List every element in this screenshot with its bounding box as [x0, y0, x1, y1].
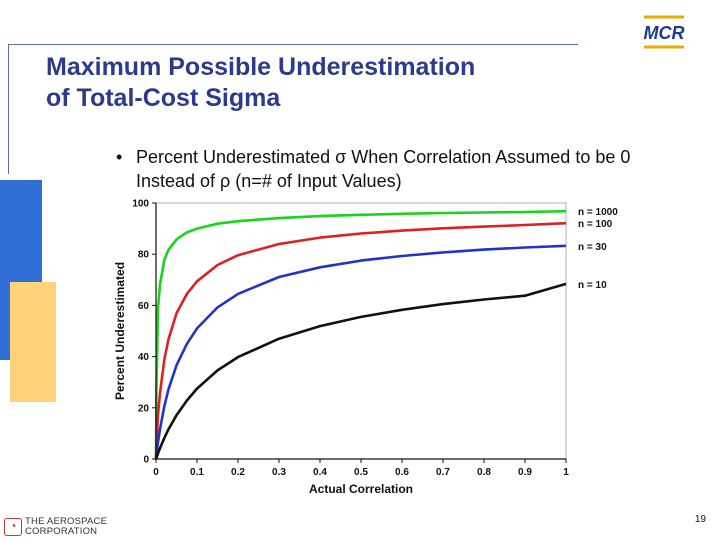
chart-axes-layer: 0 20 40 60 80 100 0 0.1 0.2 0.3 0.4 0.5 0.6 0.7 0.8 0.9… [132, 199, 569, 479]
page-number: 19 [694, 514, 706, 525]
y-tick-label-0: 0 [143, 455, 149, 466]
aerospace-logo-text: THE AEROSPACE CORPORATION [25, 517, 107, 537]
x-tick-label-8: 0.8 [477, 467, 491, 478]
x-tick-label-9: 0.9 [518, 467, 532, 478]
legend-label-0: n = 1000 [578, 207, 618, 218]
x-tick-label-1: 0.1 [190, 467, 204, 478]
y-axis-label: Percent Underestimated [113, 262, 127, 400]
series-line-1 [154, 221, 567, 460]
accent-yellow-box [10, 282, 56, 402]
x-tick-label-7: 0.7 [436, 467, 450, 478]
legend-label-2: n = 30 [578, 242, 607, 253]
x-tick-label-2: 0.2 [231, 467, 245, 478]
aerospace-logo-line2: CORPORATION [25, 526, 98, 537]
y-tick-label-2: 40 [138, 352, 150, 363]
slide-title-line1: Maximum Possible Underestimation [46, 53, 476, 81]
series-line-3 [154, 282, 567, 460]
x-tick-label-5: 0.5 [354, 467, 368, 478]
legend-label-3: n = 10 [578, 280, 607, 291]
plot-area-frame [155, 202, 567, 460]
x-tick-label-6: 0.6 [395, 467, 409, 478]
title-frame-top-rule [8, 44, 578, 45]
y-tick-label-1: 20 [138, 403, 150, 414]
chart-plot-area [155, 202, 567, 460]
mcr-logo-text: MCR [644, 23, 685, 43]
title-frame-left-rule [8, 44, 9, 174]
bullet-text: Percent Underestimated σ When Correlatio… [136, 147, 631, 191]
x-tick-label-4: 0.4 [313, 467, 327, 478]
x-tick-label-10: 1 [563, 467, 569, 478]
slide-title: Maximum Possible Underestimation of Tota… [46, 52, 475, 114]
mcr-logo: MCR [644, 15, 685, 49]
aerospace-logo: ◔ THE AEROSPACE CORPORATION [4, 516, 112, 538]
aerospace-symbol-icon: ◔ [4, 518, 22, 536]
y-tick-label-5: 100 [132, 199, 149, 210]
x-axis-label: Actual Correlation [309, 482, 413, 496]
chart-series-layer [154, 209, 567, 460]
y-tick-label-3: 60 [138, 301, 150, 312]
bullet-dot: • [116, 147, 123, 167]
series-line-0 [154, 209, 567, 460]
legend-label-1: n = 100 [578, 219, 613, 230]
series-line-2 [154, 244, 567, 460]
y-tick-label-4: 80 [138, 250, 150, 261]
x-tick-label-0: 0 [153, 467, 159, 478]
line-chart: 0 20 40 60 80 100 0 0.1 0.2 0.3 0.4 0.5 0.6 0.7 0.8 0.9… [113, 199, 618, 497]
x-tick-label-3: 0.3 [272, 467, 286, 478]
slide-title-line2: of Total-Cost Sigma [46, 84, 281, 112]
bullet-point: • Percent Underestimated σ When Correlat… [116, 145, 636, 193]
aerospace-logo-line1: THE AEROSPACE [25, 516, 108, 527]
